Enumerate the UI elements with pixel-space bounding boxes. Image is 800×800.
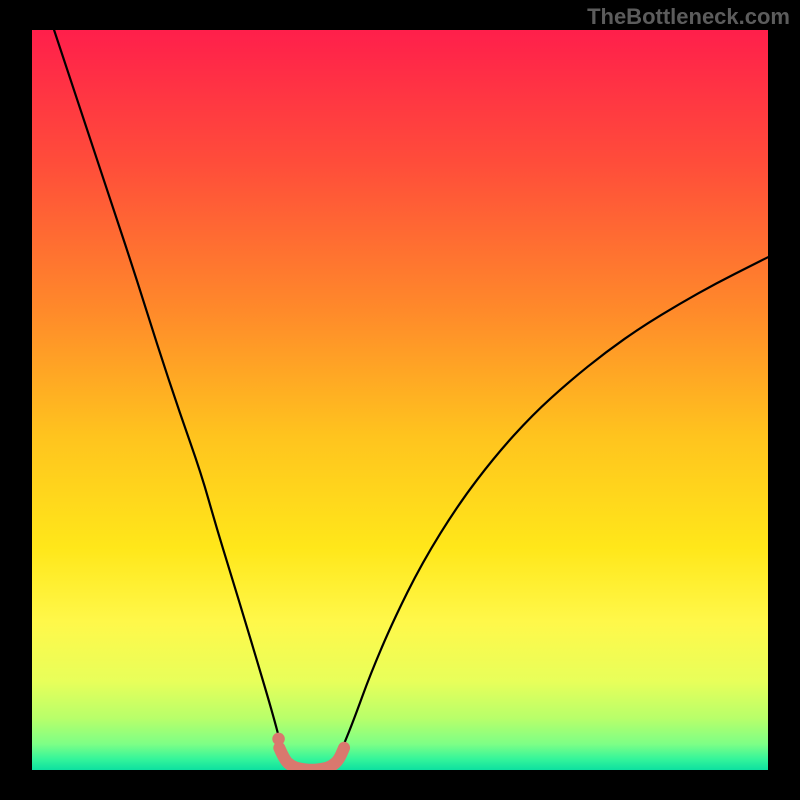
plot-area xyxy=(32,30,768,770)
gradient-background xyxy=(32,30,768,770)
optimal-range-dot xyxy=(272,733,285,746)
watermark-text: TheBottleneck.com xyxy=(587,4,790,30)
plot-svg xyxy=(32,30,768,770)
chart-frame: TheBottleneck.com xyxy=(0,0,800,800)
